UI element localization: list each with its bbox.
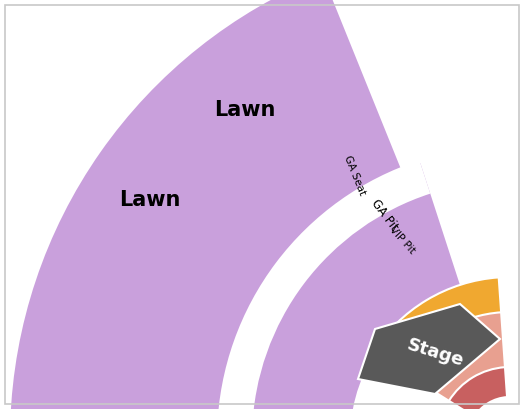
Polygon shape (358, 304, 500, 394)
Wedge shape (449, 367, 507, 409)
Text: Stage: Stage (404, 335, 466, 369)
Text: GA Seat: GA Seat (342, 153, 368, 196)
Text: VIP Pit: VIP Pit (387, 224, 417, 255)
Wedge shape (220, 164, 460, 409)
Wedge shape (402, 312, 505, 402)
Text: GA Pit: GA Pit (369, 196, 401, 233)
Wedge shape (10, 0, 402, 409)
Wedge shape (217, 161, 430, 409)
Wedge shape (373, 278, 501, 373)
Text: Lawn: Lawn (119, 189, 181, 209)
Text: Lawn: Lawn (214, 100, 276, 120)
